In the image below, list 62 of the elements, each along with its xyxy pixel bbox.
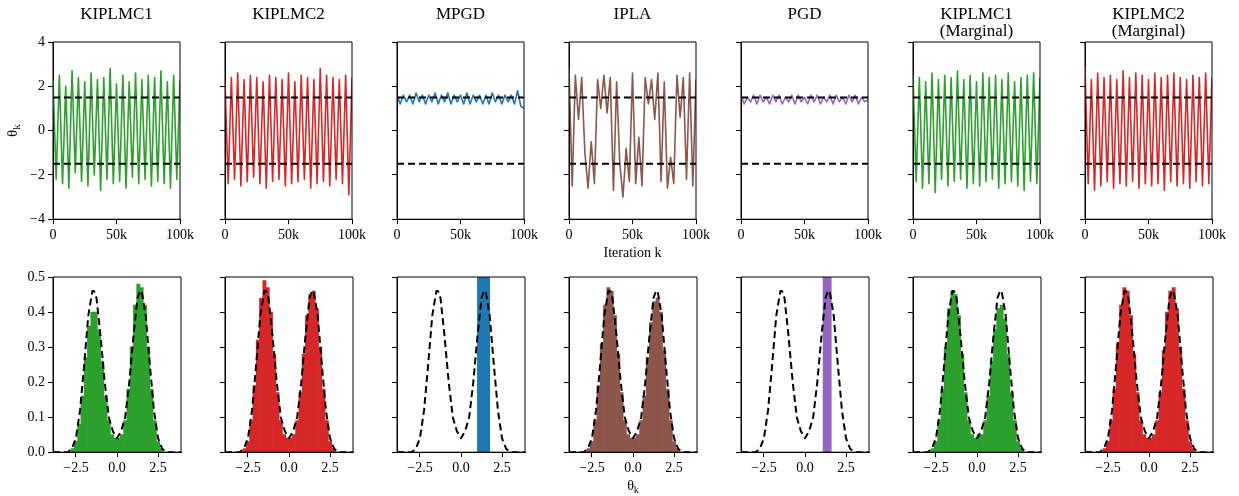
x-tick-label: 0.0 [968,460,986,476]
x-tick-label: −2.5 [923,460,949,476]
x-tick-label: 0 [49,227,57,243]
x-axis-title: Iteration k [603,244,662,260]
x-tick-label: 100k [510,227,538,243]
y-tick-label: −4 [30,210,45,226]
x-tick-label: 50k [278,227,299,243]
x-tick-label: 100k [1198,227,1226,243]
x-tick-label: 50k [794,227,815,243]
y-tick-label: 2 [38,77,45,93]
x-tick-label: 100k [166,227,194,243]
x-tick-label: 50k [450,227,471,243]
y-tick-label: 0.5 [27,268,45,284]
y-axis-title: θk [3,123,23,137]
x-tick-label: −2.5 [235,460,261,476]
x-tick-label: 50k [966,227,987,243]
x-tick-label: 0 [1081,227,1089,243]
chart-title: MPGD [435,3,486,23]
x-tick-label: 2.5 [321,460,339,476]
x-tick-label: 50k [622,227,643,243]
x-tick-label: 0 [221,227,229,243]
x-tick-label: 0.0 [280,460,298,476]
x-tick-label: 0.0 [108,460,126,476]
chart-title: KIPLMC2 [252,3,325,23]
chart-title: IPLA [613,3,653,23]
x-tick-label: 0.0 [1140,460,1158,476]
x-tick-label: 0 [737,227,745,243]
x-tick-label: 0.0 [624,460,642,476]
y-tick-label: 0 [38,122,45,138]
y-tick-label: 4 [38,33,45,49]
x-tick-label: 0.0 [796,460,814,476]
x-tick-label: 100k [1026,227,1054,243]
x-tick-label: 50k [1138,227,1159,243]
x-tick-label: −2.5 [751,460,777,476]
x-tick-label: 100k [854,227,882,243]
y-tick-label: 0.1 [27,408,45,424]
x-tick-label: 2.5 [1181,460,1199,476]
chart-title: KIPLMC1 [80,3,153,23]
x-tick-label: 2.5 [665,460,683,476]
chart-title: PGD [787,3,822,23]
y-tick-label: 0.3 [27,338,45,354]
x-tick-label: 100k [338,227,366,243]
x-tick-label: 0 [909,227,917,243]
x-tick-label: 50k [106,227,127,243]
x-tick-label: −2.5 [579,460,605,476]
x-tick-label: 2.5 [1009,460,1027,476]
x-tick-label: 2.5 [149,460,167,476]
x-tick-label: 0 [565,227,573,243]
x-tick-label: −2.5 [407,460,433,476]
x-tick-label: 2.5 [837,460,855,476]
y-tick-label: 0.0 [27,443,45,459]
chart-title: KIPLMC2 (Marginal) [1111,3,1186,40]
y-tick-label: 0.4 [27,303,45,319]
chart-title: KIPLMC1 (Marginal) [939,3,1014,40]
y-tick-label: −2 [30,166,45,182]
x-tick-label: −2.5 [1095,460,1121,476]
x-tick-label: −2.5 [63,460,89,476]
x-tick-label: 0.0 [452,460,470,476]
x-tick-label: 2.5 [493,460,511,476]
x-tick-label: 0 [393,227,401,243]
y-tick-label: 0.2 [27,373,45,389]
x-tick-label: 100k [682,227,710,243]
